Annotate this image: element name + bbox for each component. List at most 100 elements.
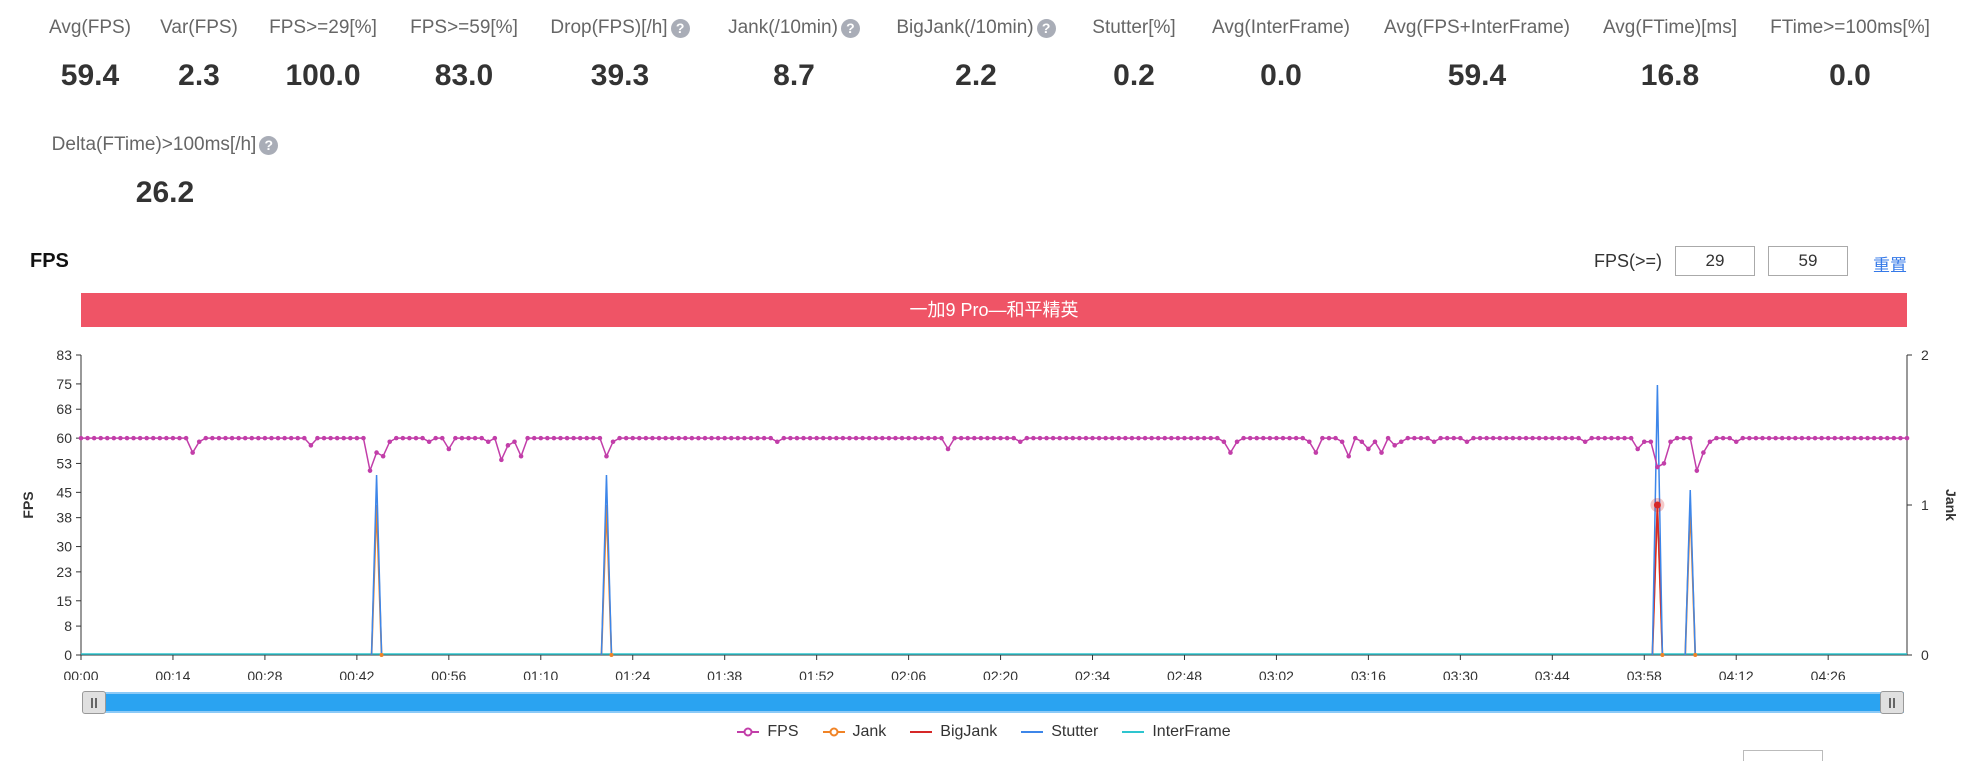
fps-point xyxy=(1339,439,1345,445)
fps-point xyxy=(433,435,438,441)
fps-point xyxy=(794,435,800,441)
fps-point xyxy=(334,435,340,441)
fps-point xyxy=(1359,439,1365,445)
metric-label: Avg(FPS) xyxy=(48,17,131,38)
fps-point xyxy=(1182,435,1187,441)
fps-point xyxy=(531,435,537,441)
fps-point xyxy=(1037,435,1043,441)
fps-point xyxy=(650,435,655,441)
fps-point xyxy=(295,435,301,441)
metric-4: Drop(FPS)[/h]? 39.3 xyxy=(480,17,760,93)
legend-label: BigJank xyxy=(940,723,998,740)
bigjank-point xyxy=(1653,501,1661,509)
fps-point xyxy=(1123,435,1128,441)
fps-point xyxy=(1366,446,1371,452)
help-icon[interactable]: ? xyxy=(670,18,690,38)
fps-point xyxy=(1707,439,1713,445)
metric-1: Var(FPS) 2.3 xyxy=(59,17,339,93)
fps-point xyxy=(1543,435,1549,441)
fps-point xyxy=(1655,464,1660,470)
fps-point xyxy=(1536,435,1542,441)
fps-point xyxy=(1556,435,1562,441)
fps-point xyxy=(203,435,209,441)
legend-label: FPS xyxy=(767,723,799,740)
fps-point xyxy=(426,439,432,445)
fps-point xyxy=(623,435,629,441)
y-tick-label: 60 xyxy=(56,430,72,446)
fps-point xyxy=(1188,435,1194,441)
fps-point xyxy=(768,435,773,441)
fps-point xyxy=(1326,435,1332,441)
series-jank-spike xyxy=(1684,504,1697,656)
fps-point xyxy=(111,435,117,441)
fps-point xyxy=(669,435,675,441)
fps-point xyxy=(518,453,524,459)
fps-point xyxy=(1458,435,1463,441)
fps-point xyxy=(932,435,938,441)
y2-tick-label: 0 xyxy=(1921,647,1929,663)
fps-point xyxy=(1582,439,1588,445)
zoom-slider-left-handle[interactable] xyxy=(82,691,106,714)
legend-item-jank[interactable]: Jank xyxy=(822,723,886,741)
section-title: FPS xyxy=(30,250,69,272)
fps-point xyxy=(302,435,307,441)
legend-item-interframe[interactable]: InterFrame xyxy=(1122,723,1231,741)
fps-point xyxy=(985,435,990,441)
fps-point xyxy=(1609,435,1614,441)
fps-point xyxy=(1300,435,1306,441)
fps-point xyxy=(393,435,399,441)
x-tick-label: 03:44 xyxy=(1535,668,1570,680)
fps-point xyxy=(1747,435,1752,441)
fps-point xyxy=(1523,435,1529,441)
legend-item-fps[interactable]: FPS xyxy=(737,723,799,741)
fps-threshold-low-input[interactable] xyxy=(1675,246,1755,276)
corner-box xyxy=(1743,750,1823,761)
fps-point xyxy=(354,435,360,441)
fps-point xyxy=(1142,435,1148,441)
reset-link[interactable]: 重置 xyxy=(1873,256,1907,275)
y-tick-label: 75 xyxy=(56,376,72,392)
legend-swatch xyxy=(1021,731,1044,733)
fps-point xyxy=(91,435,97,441)
fps-threshold-high-input[interactable] xyxy=(1768,246,1848,276)
fps-point xyxy=(958,435,964,441)
fps-point xyxy=(722,435,727,441)
fps-point xyxy=(1169,435,1174,441)
fps-point xyxy=(1083,435,1089,441)
zoom-slider-right-handle[interactable] xyxy=(1880,691,1904,714)
fps-point xyxy=(1215,435,1220,441)
fps-point xyxy=(853,435,859,441)
fps-point xyxy=(1228,450,1233,455)
fps-point xyxy=(558,435,563,441)
x-tick-label: 00:14 xyxy=(155,668,190,680)
fps-point xyxy=(216,435,222,441)
y-tick-label: 53 xyxy=(56,455,72,471)
fps-point xyxy=(1162,435,1168,441)
metric-value: 0.0 xyxy=(1829,59,1871,92)
metric-3: FPS>=59[%] 83.0 xyxy=(324,17,604,93)
fps-point xyxy=(1004,435,1010,441)
x-tick-label: 00:42 xyxy=(339,668,374,680)
fps-point xyxy=(348,435,353,441)
help-icon[interactable]: ? xyxy=(259,135,279,155)
fps-point xyxy=(1352,435,1358,441)
y-tick-label: 83 xyxy=(56,347,72,363)
fps-point xyxy=(702,435,708,441)
fps-point xyxy=(1733,439,1739,445)
fps-point xyxy=(834,435,839,441)
series-stutter-spike xyxy=(1651,384,1664,656)
help-icon[interactable]: ? xyxy=(840,18,860,38)
zoom-slider-track[interactable] xyxy=(83,692,1904,713)
fps-point xyxy=(1793,435,1798,441)
fps-point xyxy=(1504,435,1509,441)
fps-point xyxy=(971,435,977,441)
fps-point xyxy=(1773,435,1778,441)
fps-point xyxy=(505,443,511,448)
fps-point xyxy=(1234,439,1240,445)
fps-point xyxy=(840,435,846,441)
legend-item-stutter[interactable]: Stutter xyxy=(1021,723,1098,741)
fps-point xyxy=(525,435,530,441)
series-stutter-spike xyxy=(1684,489,1696,656)
help-icon[interactable]: ? xyxy=(1036,18,1056,38)
legend-item-bigjank[interactable]: BigJank xyxy=(910,723,997,741)
